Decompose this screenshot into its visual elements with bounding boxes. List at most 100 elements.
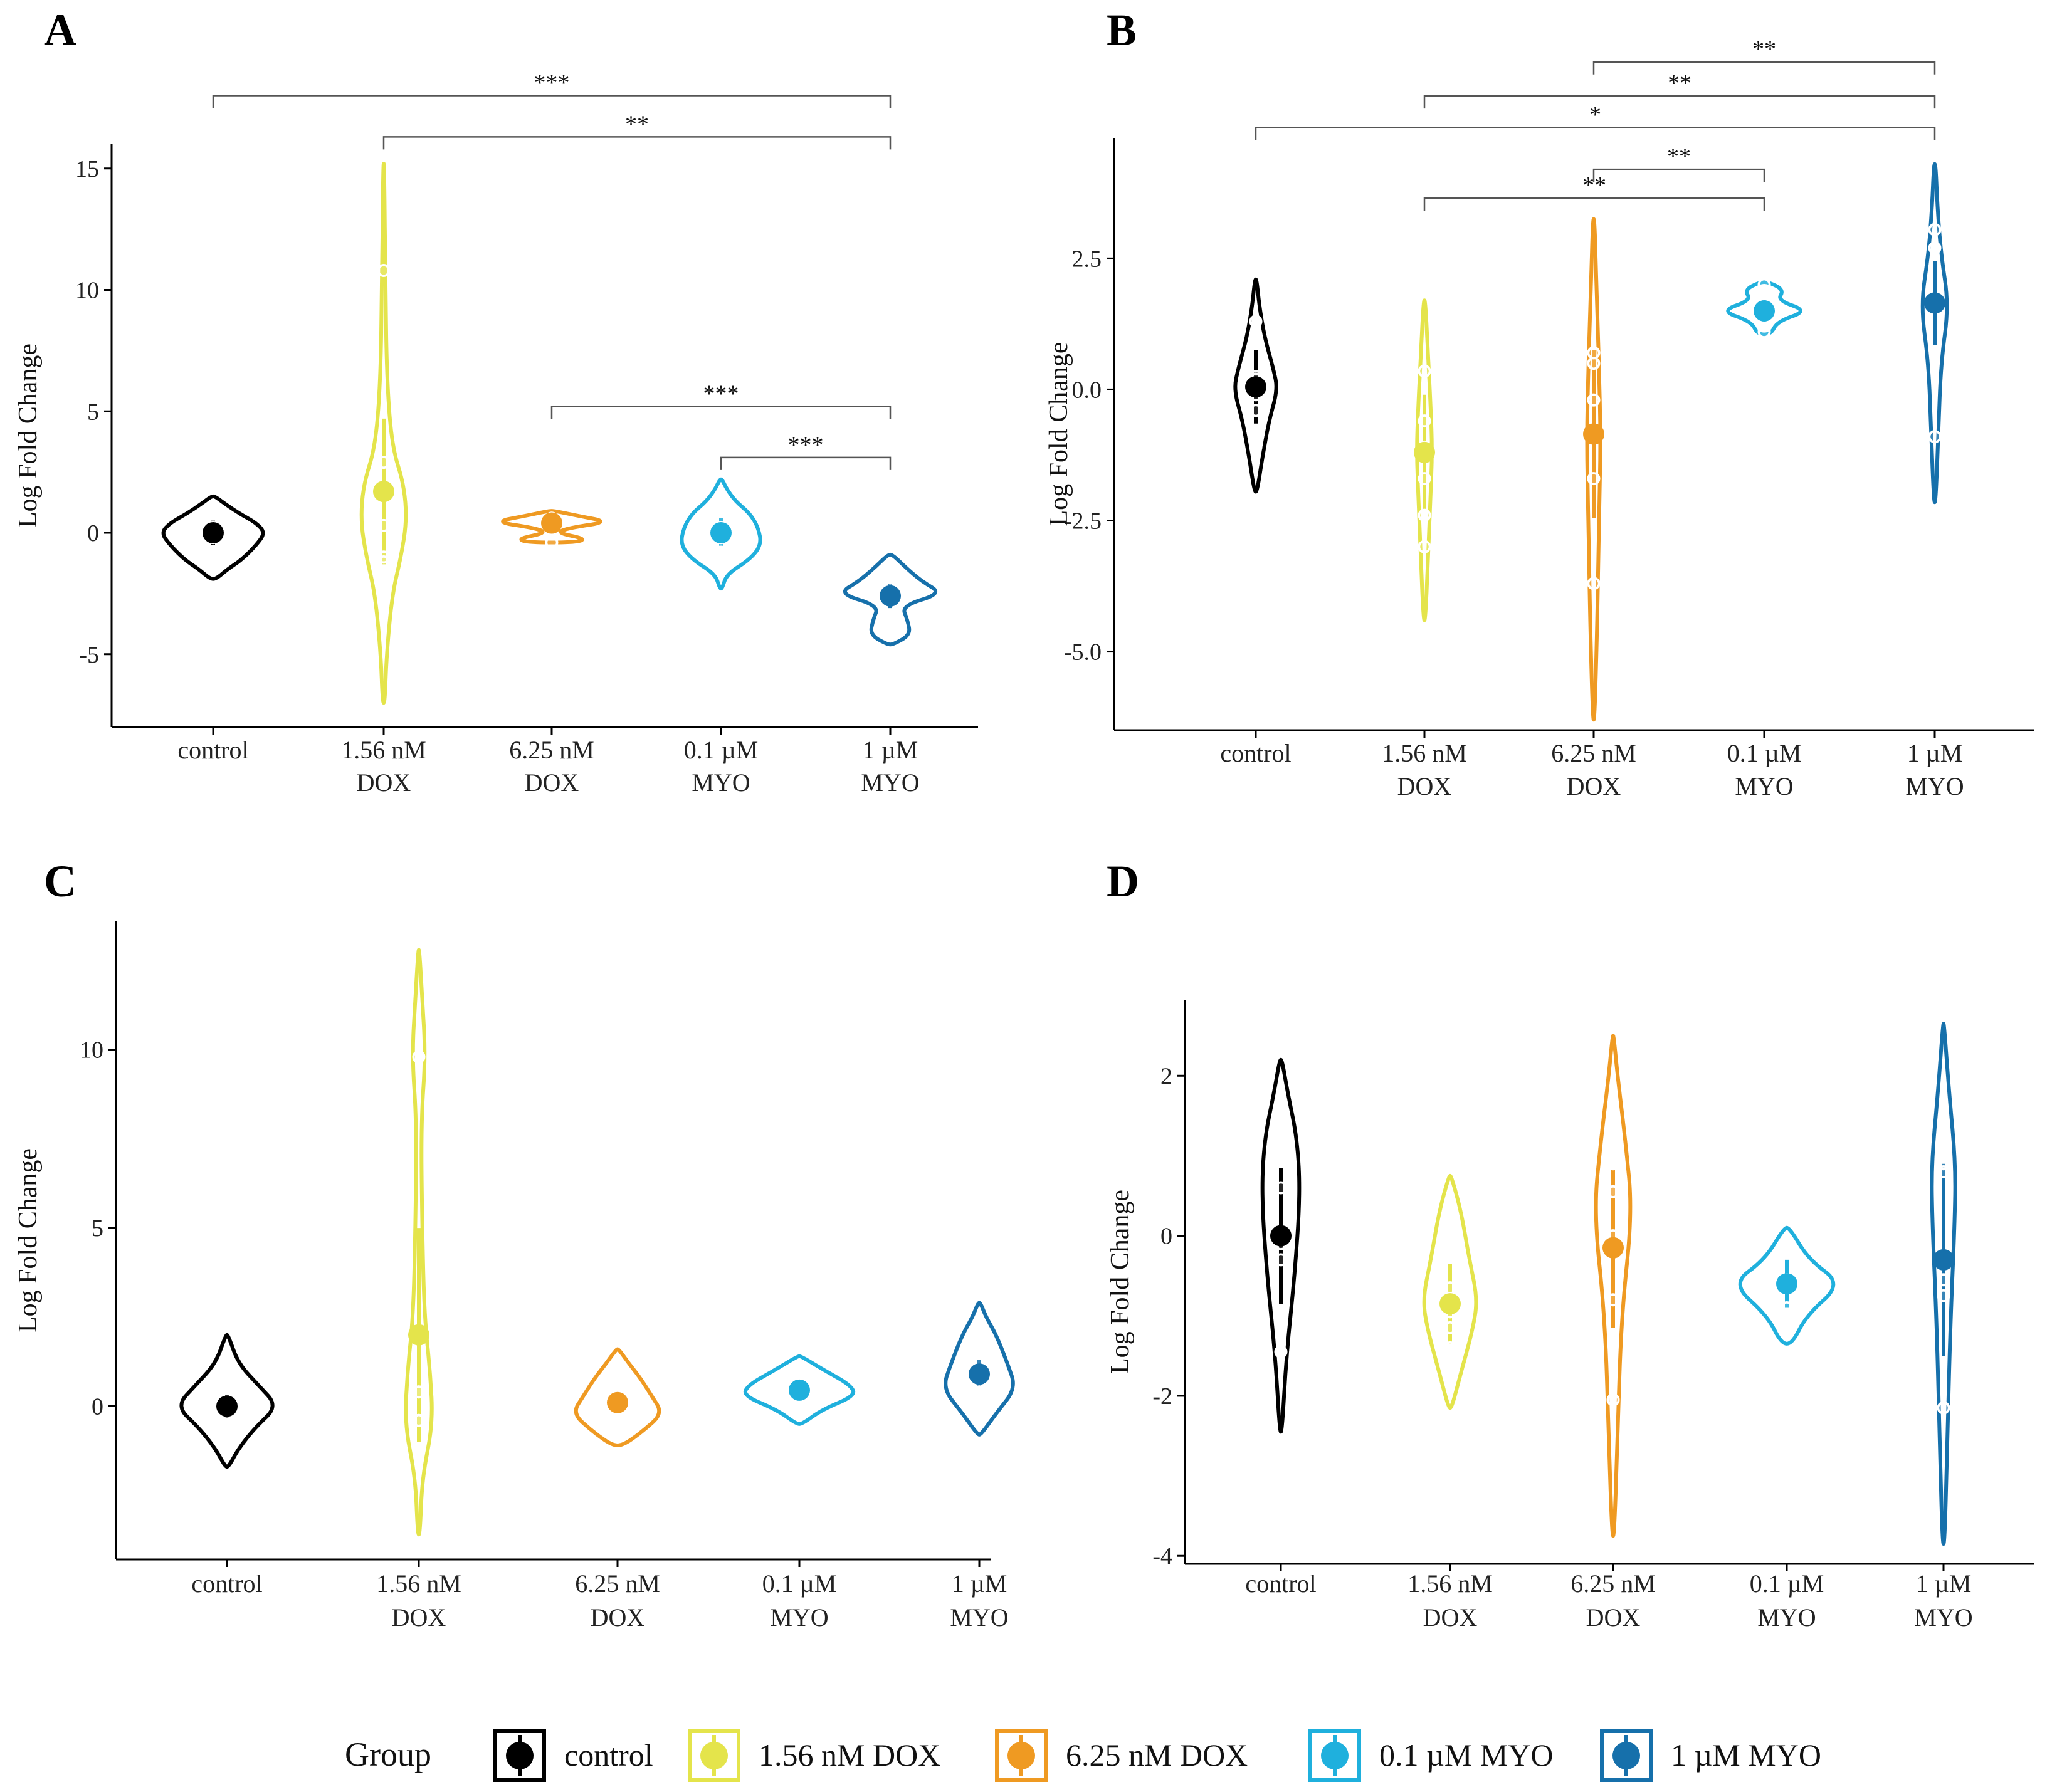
legend-item: control — [493, 1729, 653, 1782]
significance-label: ** — [1668, 70, 1691, 97]
data-point — [1928, 224, 1941, 236]
panel-letter: B — [1107, 5, 1137, 55]
legend: Group control 1.56 nM DOX 6.25 nM DOX 0.1 µM… — [345, 1729, 1821, 1782]
data-point — [1275, 1254, 1287, 1266]
violin-outline — [1233, 277, 1278, 494]
x-tick-label: control — [177, 736, 248, 764]
violin-1-56-nm-dox — [1414, 298, 1435, 622]
violin-outline — [1920, 162, 1949, 505]
mean-point — [216, 1395, 238, 1417]
data-point — [1444, 1342, 1456, 1354]
legend-label: 1 µM MYO — [1671, 1737, 1821, 1773]
violin-0-1-m-myo — [743, 1354, 856, 1426]
data-point — [413, 1414, 425, 1427]
mean-point — [1583, 423, 1604, 445]
significance-label: ** — [1582, 172, 1606, 199]
data-point — [545, 537, 558, 548]
x-tick-label: 1.56 nM — [1382, 739, 1467, 767]
mean-point — [880, 585, 901, 607]
violin-outline — [1422, 1173, 1478, 1410]
significance-bracket: ** — [1423, 172, 1765, 211]
x-tick-label: MYO — [1735, 772, 1793, 800]
data-point — [1937, 1402, 1950, 1414]
legend-key-dot — [700, 1742, 728, 1769]
legend-item: 0.1 µM MYO — [1308, 1729, 1553, 1782]
mean-point — [1754, 300, 1775, 322]
data-point — [1607, 1186, 1619, 1198]
mean-point — [1414, 441, 1435, 463]
significance-bracket: *** — [550, 381, 892, 419]
data-point — [377, 556, 390, 568]
legend-title: Group — [345, 1736, 431, 1773]
data-point — [1587, 357, 1600, 369]
significance-bracket: ** — [1423, 70, 1936, 109]
mean-point — [1270, 1225, 1292, 1247]
significance-bracket: ** — [1592, 144, 1765, 182]
y-tick-label: -4 — [1152, 1543, 1172, 1569]
panel-b: B -5.0 -2.5 0.0 2.5 Log Fold Change control 1.5… — [1044, 5, 2034, 800]
legend-item: 6.25 nM DOX — [995, 1729, 1248, 1782]
data-point — [413, 1386, 425, 1398]
violin-0-1-m-myo — [680, 477, 762, 591]
x-tick-label: MYO — [1905, 772, 1964, 800]
legend-label: 1.56 nM DOX — [759, 1737, 940, 1773]
bracket-line — [1592, 168, 1765, 182]
x-tick-label: 6.25 nM — [1551, 739, 1636, 767]
mean-point — [789, 1379, 810, 1401]
x-tick-label: 0.1 µM — [1727, 739, 1802, 767]
y-tick-label: -5 — [79, 642, 99, 668]
mean-point — [1245, 376, 1266, 398]
data-point — [1275, 1346, 1287, 1358]
data-point — [1249, 315, 1262, 327]
violin-outline — [843, 552, 937, 647]
significance-label: ** — [1667, 144, 1691, 170]
bracket-line — [1423, 197, 1765, 211]
data-point — [1444, 1225, 1456, 1238]
x-tick-label: MYO — [1914, 1603, 1972, 1632]
x-tick-label: 1 µM — [1907, 739, 1963, 767]
violin-outline — [680, 477, 762, 591]
data-point — [973, 1386, 986, 1398]
panel-letter: C — [44, 856, 76, 906]
x-tick-label: 0.1 µM — [762, 1569, 837, 1598]
data-point — [1937, 1166, 1950, 1178]
violin-outline — [1585, 217, 1602, 722]
violin-control — [161, 494, 265, 581]
mean-point — [969, 1363, 990, 1385]
x-tick-label: control — [191, 1569, 262, 1598]
data-point — [1418, 415, 1431, 427]
x-tick-label: 1.56 nM — [341, 736, 426, 764]
data-point — [1587, 577, 1600, 590]
significance-bracket: *** — [720, 432, 892, 470]
x-tick-label: DOX — [357, 768, 411, 797]
y-tick-label: 2.5 — [1072, 246, 1102, 272]
data-point — [1781, 1318, 1793, 1330]
x-tick-label: 6.25 nM — [1570, 1569, 1656, 1598]
x-tick-label: MYO — [692, 768, 750, 797]
violin-1-56-nm-dox — [404, 948, 434, 1537]
y-tick-label: 10 — [75, 278, 99, 304]
panel-letter: D — [1107, 856, 1139, 906]
violin-control — [179, 1333, 275, 1469]
data-point — [1418, 365, 1431, 377]
violin-6-25-nm-dox — [501, 509, 602, 549]
x-tick-label: MYO — [950, 1603, 1008, 1632]
mean-point — [408, 1324, 429, 1346]
x-tick-label: DOX — [525, 768, 579, 797]
violin-outline — [1726, 280, 1802, 337]
data-point — [1928, 242, 1941, 254]
x-tick-label: DOX — [1397, 772, 1452, 800]
mean-point — [1439, 1293, 1461, 1315]
significance-bracket: * — [1255, 102, 1936, 140]
data-point — [1587, 473, 1600, 485]
violin-0-1-m-myo — [1738, 1225, 1836, 1346]
x-tick-label: 1.56 nM — [376, 1569, 461, 1598]
violin-control — [1260, 1057, 1302, 1434]
x-tick-label: DOX — [1586, 1603, 1641, 1632]
bracket-line — [1255, 127, 1936, 140]
data-point — [1444, 1322, 1456, 1334]
data-point — [1607, 1294, 1619, 1306]
panel-c: C 0 5 10 Log Fold Change control 1.56 nM DOX 6.2… — [14, 856, 1015, 1632]
violin-1-m-myo — [944, 1301, 1015, 1437]
mean-point — [373, 481, 394, 503]
